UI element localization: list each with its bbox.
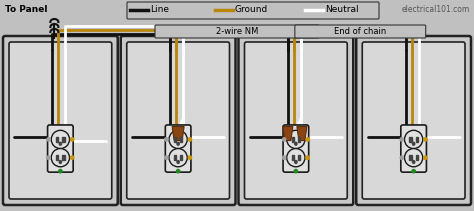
FancyBboxPatch shape — [283, 125, 309, 172]
Circle shape — [412, 169, 415, 173]
Polygon shape — [297, 127, 307, 141]
Bar — [63, 137, 64, 142]
Text: 2-wire NM: 2-wire NM — [216, 27, 258, 37]
Circle shape — [59, 169, 62, 173]
Circle shape — [287, 130, 305, 149]
Polygon shape — [172, 127, 184, 141]
Circle shape — [188, 138, 191, 141]
FancyBboxPatch shape — [295, 25, 426, 38]
FancyBboxPatch shape — [401, 125, 427, 172]
Bar — [298, 137, 300, 142]
Text: Neutral: Neutral — [325, 5, 359, 15]
Circle shape — [287, 149, 305, 167]
Bar — [174, 137, 176, 142]
Circle shape — [51, 149, 70, 167]
Circle shape — [404, 149, 423, 167]
Bar — [416, 155, 418, 160]
Circle shape — [164, 138, 168, 141]
Circle shape — [164, 156, 168, 159]
Text: Line: Line — [150, 5, 169, 15]
Bar — [298, 155, 300, 160]
Ellipse shape — [59, 142, 62, 145]
Circle shape — [404, 130, 423, 149]
FancyBboxPatch shape — [47, 125, 73, 172]
Circle shape — [169, 130, 187, 149]
Text: End of chain: End of chain — [334, 27, 386, 37]
Circle shape — [306, 138, 310, 141]
Bar — [292, 155, 294, 160]
Bar — [174, 155, 176, 160]
Bar — [56, 137, 58, 142]
Bar — [292, 137, 294, 142]
Text: electrical101.com: electrical101.com — [402, 5, 470, 15]
Circle shape — [283, 156, 286, 159]
FancyBboxPatch shape — [362, 42, 465, 199]
Circle shape — [169, 149, 187, 167]
FancyBboxPatch shape — [238, 36, 353, 205]
Circle shape — [306, 156, 310, 159]
Circle shape — [424, 156, 427, 159]
Circle shape — [283, 138, 286, 141]
Circle shape — [400, 138, 403, 141]
FancyBboxPatch shape — [356, 36, 471, 205]
Circle shape — [71, 138, 74, 141]
FancyBboxPatch shape — [121, 36, 236, 205]
Bar — [416, 137, 418, 142]
FancyBboxPatch shape — [9, 42, 112, 199]
FancyBboxPatch shape — [155, 25, 319, 38]
FancyBboxPatch shape — [3, 36, 118, 205]
Bar — [63, 155, 64, 160]
Bar — [410, 155, 411, 160]
FancyBboxPatch shape — [165, 125, 191, 172]
Text: Ground: Ground — [235, 5, 268, 15]
Ellipse shape — [295, 161, 297, 164]
Ellipse shape — [412, 142, 415, 145]
Bar — [410, 137, 411, 142]
Circle shape — [47, 156, 50, 159]
Circle shape — [424, 138, 427, 141]
Circle shape — [294, 169, 298, 173]
Bar — [180, 137, 182, 142]
Circle shape — [51, 130, 70, 149]
Circle shape — [176, 169, 180, 173]
Text: To Panel: To Panel — [5, 5, 47, 15]
Ellipse shape — [177, 161, 179, 164]
Ellipse shape — [177, 142, 179, 145]
Polygon shape — [283, 127, 293, 141]
Bar — [180, 155, 182, 160]
Ellipse shape — [295, 142, 297, 145]
Circle shape — [188, 156, 191, 159]
Circle shape — [47, 138, 50, 141]
FancyBboxPatch shape — [127, 2, 379, 19]
Ellipse shape — [412, 161, 415, 164]
FancyBboxPatch shape — [245, 42, 347, 199]
Ellipse shape — [59, 161, 62, 164]
FancyBboxPatch shape — [127, 42, 229, 199]
Bar — [56, 155, 58, 160]
Circle shape — [71, 156, 74, 159]
Circle shape — [400, 156, 403, 159]
